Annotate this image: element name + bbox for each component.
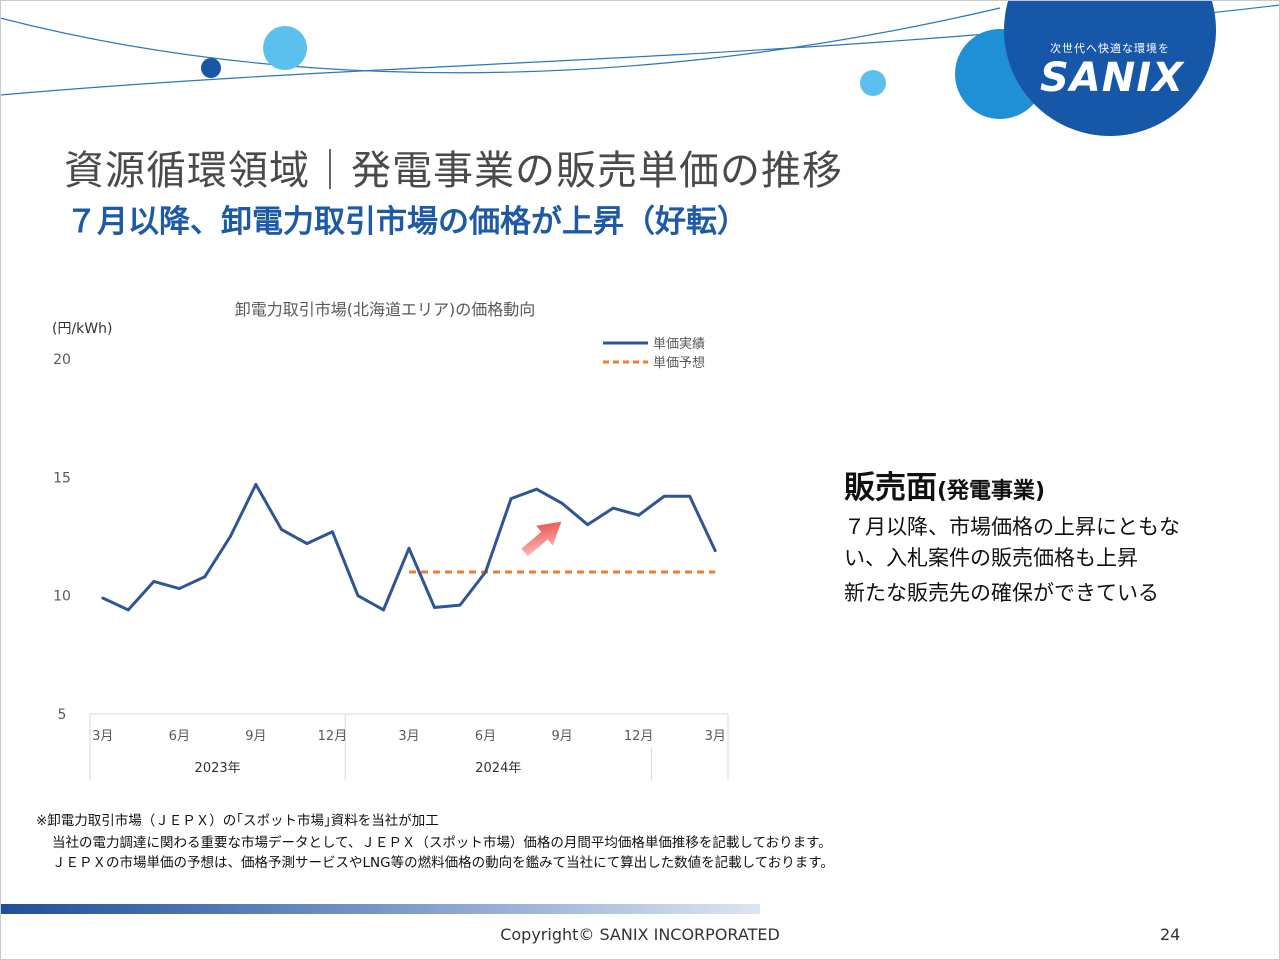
data-point-actual	[331, 530, 334, 534]
page-subtitle: ７月以降、卸電力取引市場の価格が上昇（好転）	[66, 204, 748, 240]
logo-circle	[1004, 0, 1216, 136]
data-point-actual	[177, 587, 181, 590]
side-text-line-2: い、入札案件の販売価格も上昇	[844, 546, 1138, 570]
side-text-line-3: 新たな販売先の確保ができている	[844, 581, 1159, 605]
data-point-actual	[280, 528, 283, 531]
data-point-actual	[586, 523, 590, 527]
x-tick-label: 9月	[551, 729, 572, 744]
side-heading-main: 販売面	[844, 470, 937, 506]
data-point-actual	[688, 494, 692, 498]
deco-circle-small	[860, 70, 886, 96]
data-point-actual	[203, 575, 207, 579]
note-line-2: ＪＥＰＸの市場単価の予想は、価格予測サービスやLNG等の燃料価格の動向を鑑みて当…	[52, 855, 834, 871]
data-point-actual	[535, 487, 538, 491]
data-point-actual	[407, 546, 411, 550]
x-tick-label: 9月	[245, 729, 266, 744]
note-source: ※卸電力取引市場（ＪＥＰＸ）の｢スポット市場｣資料を当社が加工	[36, 813, 439, 829]
sanix-logo: 次世代へ快適な環境を SANIX	[1040, 40, 1184, 101]
data-point-actual	[637, 513, 641, 517]
y-tick-label: 5	[58, 707, 67, 723]
copyright: Copyright© SANIX INCORPORATED	[500, 925, 780, 944]
data-point-actual	[611, 506, 615, 510]
data-point-actual	[152, 580, 156, 583]
x-tick-label: 3月	[705, 729, 726, 744]
note-line-1: 当社の電力調達に関わる重要な市場データとして、ＪＥＰＸ（スポット市場）価格の月間…	[52, 835, 832, 851]
year-label: 2024年	[475, 761, 521, 776]
deco-curve-upper	[0, 7, 1001, 74]
data-point-actual	[382, 608, 385, 612]
x-tick-label: 6月	[475, 729, 496, 744]
data-point-actual	[509, 497, 513, 501]
x-tick-label: 6月	[169, 729, 190, 744]
side-heading-paren: (発電事業)	[937, 479, 1046, 504]
x-tick-label: 3月	[92, 729, 113, 744]
y-tick-label: 10	[53, 589, 71, 605]
legend-label: 単価実績	[653, 336, 705, 352]
y-tick-label: 20	[53, 352, 71, 368]
x-tick-label: 3月	[398, 729, 419, 744]
data-point-actual	[228, 535, 232, 538]
side-panel-heading: 販売面(発電事業)	[844, 462, 1045, 507]
year-label: 2023年	[195, 761, 241, 776]
data-point-actual	[662, 494, 666, 498]
page-number: 24	[1160, 925, 1181, 944]
header-decoration	[0, 0, 1280, 136]
logo-wordmark: SANIX	[1040, 55, 1184, 101]
data-point-actual	[458, 603, 462, 607]
data-point-actual	[713, 549, 717, 553]
y-axis-label: (円/kWh)	[52, 321, 112, 337]
price-chart: 卸電力取引市場(北海道エリア)の価格動向 (円/kWh) 5 10 15 20 3月 6…	[52, 300, 729, 780]
side-text-line-1: ７月以降、市場価格の上昇にともな	[844, 515, 1180, 539]
data-point-actual	[126, 608, 130, 612]
data-point-actual	[560, 501, 564, 505]
x-tick-label: 12月	[624, 729, 654, 744]
legend-label: 単価予想	[653, 355, 705, 371]
x-tick-label: 12月	[318, 729, 348, 744]
y-tick-label: 15	[53, 470, 71, 486]
page-title: 資源循環領域｜発電事業の販売単価の推移	[64, 148, 843, 194]
footer-gradient-bar	[0, 904, 760, 914]
deco-circle-light	[263, 26, 307, 70]
data-point-actual	[254, 483, 258, 486]
data-point-actual	[305, 542, 309, 545]
data-point-actual	[101, 596, 105, 600]
data-point-actual	[356, 594, 360, 598]
logo-tagline: 次世代へ快適な環境を	[1050, 42, 1170, 55]
deco-circle-dark	[201, 58, 221, 78]
chart-title: 卸電力取引市場(北海道エリア)の価格動向	[235, 300, 536, 319]
data-point-actual	[484, 570, 487, 574]
upward-arrow-icon	[521, 521, 562, 557]
data-point-actual	[433, 606, 436, 609]
